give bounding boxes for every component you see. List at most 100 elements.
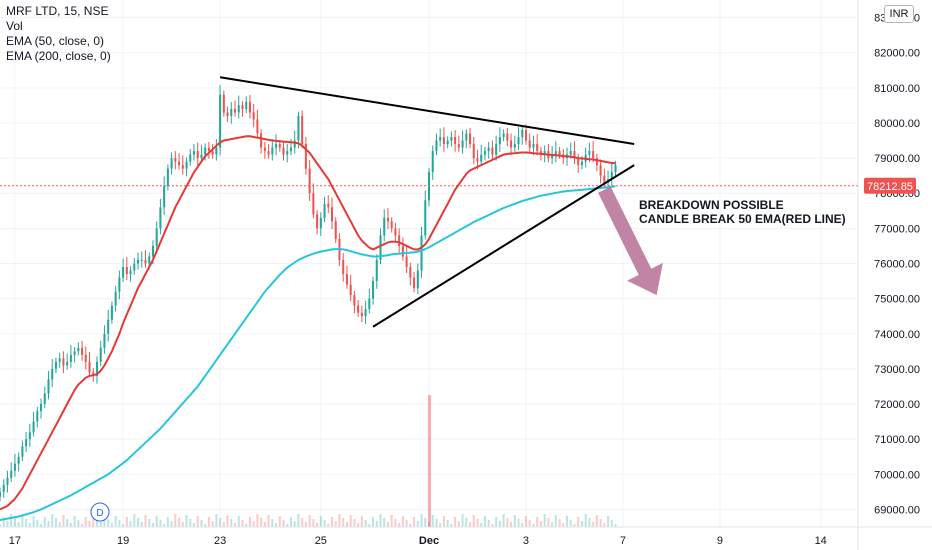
candle [62, 351, 65, 374]
candle-body [472, 144, 475, 159]
volume-bar [256, 514, 259, 527]
volume-bar [304, 522, 307, 527]
legend-ema200[interactable]: EMA (200, close, 0) [6, 49, 111, 63]
legend-symbol[interactable]: MRF LTD, 15, NSE [6, 4, 109, 18]
legend-volume[interactable]: Vol [6, 19, 23, 33]
currency-button[interactable]: INR [884, 5, 914, 23]
candle [349, 274, 352, 302]
candle-body [159, 207, 162, 229]
candle [308, 160, 311, 201]
volume-bar [84, 517, 87, 527]
volume-spike-bar [427, 395, 432, 527]
candle-body [185, 161, 188, 169]
candle [185, 157, 188, 177]
volume-bar [558, 519, 561, 527]
volume-bar [312, 519, 315, 527]
volume-bar [21, 515, 24, 527]
candle-body [230, 108, 233, 116]
volume-bar [386, 522, 389, 527]
candle-body [278, 144, 281, 148]
candle-body [510, 140, 513, 148]
candle-body [0, 491, 2, 498]
price-axis[interactable]: 69000.00 70000.00 71000.00 72000.00 73000.00… [857, 0, 920, 550]
candle-body [174, 158, 177, 162]
candle-body [454, 137, 457, 145]
candle [215, 139, 218, 161]
candle [375, 254, 378, 289]
session-badge[interactable]: D [90, 502, 110, 522]
volume-bar [342, 518, 345, 527]
candle [472, 137, 475, 165]
candle-body [431, 151, 434, 173]
candle [536, 134, 539, 156]
candle [498, 127, 501, 152]
volume-bar [442, 516, 445, 527]
candle [133, 257, 136, 275]
candle [271, 139, 274, 161]
candle [416, 263, 419, 295]
x-tick-label: Dec [419, 535, 439, 547]
candle [364, 300, 367, 324]
y-tick-label: 73000.00 [874, 364, 920, 376]
candle [196, 142, 199, 166]
candle-body [263, 147, 266, 152]
volume-bar [480, 523, 483, 527]
candle [58, 352, 61, 368]
volume-bar [487, 520, 490, 527]
candle-body [543, 151, 546, 155]
trendline [219, 76, 635, 146]
volume-bar [543, 514, 546, 527]
time-axis[interactable]: 17 19 23 25 Dec 3 7 9 14 [0, 526, 932, 547]
candle-body [196, 151, 199, 159]
volume-bar [569, 520, 572, 527]
candle-body [349, 284, 352, 296]
volume-bar [330, 517, 334, 527]
candle-body [573, 151, 576, 159]
candle [330, 197, 334, 230]
candle-body [334, 221, 337, 239]
candle [532, 135, 535, 156]
candle-body [480, 154, 483, 162]
candle [103, 325, 106, 354]
volume-bar [364, 520, 367, 527]
candle [510, 133, 513, 156]
volume-bar [461, 514, 464, 527]
volume-bar [25, 519, 28, 527]
volume-bar [524, 516, 528, 527]
annotation-line-1: BREAKDOWN POSSIBLE [639, 198, 784, 212]
candle-body [189, 154, 192, 162]
volume-bar [230, 519, 233, 527]
volume-bar [547, 518, 550, 527]
volume-bar [483, 516, 486, 527]
volume-bar [327, 524, 330, 527]
y-tick-label: 81000.00 [874, 83, 920, 95]
candle [409, 262, 412, 286]
candle-body [129, 270, 132, 275]
volume-bar [345, 522, 348, 527]
volume-bar [510, 522, 513, 527]
candle [230, 101, 233, 124]
volume-bar [0, 524, 2, 527]
candle-body [592, 151, 595, 159]
volume-bar [319, 516, 322, 527]
legend-ema50[interactable]: EMA (50, close, 0) [6, 34, 105, 48]
candle-body [226, 112, 229, 116]
volume-bar [398, 523, 401, 527]
volume-bar [174, 514, 177, 527]
candle [282, 141, 285, 161]
candle-body [293, 140, 296, 148]
candle-body [312, 193, 315, 215]
volume-bar [233, 523, 237, 527]
candle [502, 129, 505, 142]
candle [40, 398, 43, 419]
candle [401, 237, 404, 261]
candle-body [465, 133, 468, 141]
y-tick-label: 75000.00 [874, 294, 920, 306]
volume-bar [99, 522, 102, 527]
volume-bar [118, 520, 121, 527]
y-tick-label: 77000.00 [874, 223, 920, 235]
volume-bar [185, 515, 188, 527]
candle-body [219, 94, 222, 148]
volume-bar [144, 515, 147, 527]
